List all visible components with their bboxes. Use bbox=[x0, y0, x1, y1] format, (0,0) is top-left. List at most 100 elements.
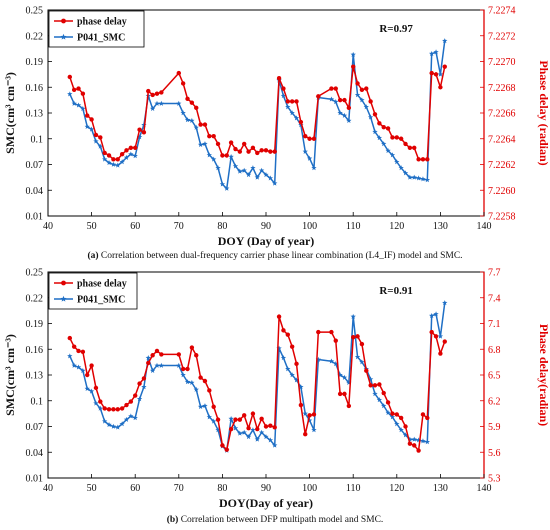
phase-delay-point bbox=[420, 412, 426, 417]
phase-delay-point bbox=[429, 329, 434, 335]
x-tick-label: 130 bbox=[433, 221, 448, 232]
smc-point bbox=[394, 159, 400, 165]
smc-point bbox=[176, 100, 182, 106]
smc-point bbox=[158, 100, 165, 106]
figure-caption: (a) Correlation between dual-frequency c… bbox=[87, 250, 462, 261]
phase-delay-point bbox=[303, 133, 308, 139]
smc-point bbox=[145, 355, 151, 361]
smc-point bbox=[420, 176, 426, 182]
phase-delay-point bbox=[316, 94, 321, 99]
smc-point bbox=[337, 372, 343, 378]
phase-delay-point bbox=[412, 443, 417, 448]
phase-delay-point bbox=[102, 150, 107, 156]
smc-point bbox=[211, 156, 217, 162]
x-tick-label: 100 bbox=[302, 483, 317, 494]
y-tick-label: 0.16 bbox=[26, 83, 44, 94]
y2-tick-label: 5.9 bbox=[488, 422, 501, 433]
phase-delay-point bbox=[425, 157, 430, 162]
smc-point bbox=[341, 374, 348, 380]
phase-delay-point bbox=[198, 122, 203, 127]
phase-delay-point bbox=[403, 141, 408, 147]
smc-point bbox=[115, 424, 121, 430]
phase-delay-point bbox=[246, 426, 251, 431]
x-tick-label: 110 bbox=[346, 221, 361, 232]
smc-point bbox=[224, 185, 230, 191]
smc-point bbox=[276, 345, 282, 351]
smc-point bbox=[71, 362, 77, 368]
y2-tick-label: 7.2268 bbox=[488, 83, 516, 94]
figure-caption: (b) Correlation between DFP multipath mo… bbox=[167, 514, 384, 525]
phase-delay-point bbox=[146, 88, 151, 94]
phase-delay-point bbox=[154, 348, 160, 354]
smc-point bbox=[437, 71, 444, 77]
y2-axis-label: Phase delay(radian) bbox=[537, 324, 550, 426]
smc-point bbox=[394, 421, 400, 427]
smc-point bbox=[267, 175, 274, 181]
smc-point bbox=[219, 181, 226, 187]
smc-point bbox=[110, 161, 117, 167]
phase-delay-point bbox=[346, 105, 352, 111]
phase-delay-point bbox=[272, 149, 277, 154]
phase-delay-point bbox=[359, 341, 365, 347]
phase-delay-point bbox=[272, 425, 277, 430]
smc-point bbox=[346, 117, 352, 123]
phase-delay-point bbox=[242, 141, 247, 147]
y-tick-label: 0.1 bbox=[31, 396, 44, 407]
legend-phase-marker bbox=[61, 18, 66, 24]
smc-point bbox=[184, 117, 191, 123]
phase-delay-point bbox=[364, 86, 369, 91]
phase-delay-point bbox=[128, 145, 134, 150]
smc-point bbox=[258, 429, 265, 435]
phase-delay-point bbox=[176, 70, 181, 76]
phase-delay-point bbox=[237, 149, 243, 154]
smc-point bbox=[123, 154, 130, 160]
smc-point bbox=[411, 174, 417, 180]
phase-delay-point bbox=[263, 148, 269, 153]
phase-delay-point bbox=[351, 335, 356, 340]
y2-tick-label: 7.2262 bbox=[488, 160, 516, 171]
y-tick-label: 0.19 bbox=[26, 319, 44, 330]
smc-point bbox=[71, 100, 77, 106]
legend-box bbox=[48, 272, 138, 310]
phase-delay-point bbox=[329, 329, 334, 335]
smc-point bbox=[429, 312, 435, 319]
y2-tick-label: 6.2 bbox=[488, 396, 501, 407]
smc-point bbox=[154, 362, 160, 368]
phase-delay-point bbox=[250, 145, 256, 150]
smc-point bbox=[306, 417, 313, 423]
smc-point bbox=[442, 300, 448, 306]
phase-delay-point bbox=[259, 148, 264, 153]
smc-point bbox=[180, 110, 186, 116]
smc-point bbox=[298, 122, 304, 128]
smc-point bbox=[302, 148, 308, 154]
smc-point bbox=[359, 97, 365, 103]
phase-delay-point bbox=[250, 411, 256, 416]
phase-delay-point bbox=[141, 376, 147, 381]
phase-delay-point bbox=[189, 100, 195, 105]
caption-letter: (b) bbox=[167, 514, 179, 525]
y-axis-label: SMC(cm³ cm⁻³) bbox=[3, 334, 17, 416]
phase-delay-point bbox=[390, 411, 395, 416]
y2-tick-label: 5.3 bbox=[488, 474, 501, 485]
phase-delay-point bbox=[377, 382, 382, 387]
phase-delay-point bbox=[215, 417, 221, 422]
phase-delay-point bbox=[364, 368, 369, 373]
smc-point bbox=[132, 153, 138, 159]
phase-delay-point bbox=[133, 393, 138, 398]
smc-point bbox=[333, 99, 339, 105]
smc-point bbox=[437, 333, 444, 339]
phase-delay-point bbox=[211, 404, 216, 409]
phase-delay-point bbox=[442, 64, 447, 69]
phase-delay-point bbox=[85, 113, 90, 118]
smc-point bbox=[228, 153, 234, 160]
smc-point bbox=[67, 353, 73, 359]
smc-point bbox=[241, 429, 247, 435]
legend: phase delay P041_SMC bbox=[48, 10, 145, 48]
smc-point bbox=[232, 163, 239, 169]
smc-point bbox=[110, 423, 117, 429]
phase-delay-point bbox=[185, 96, 190, 102]
x-axis-label: DOY(Day of year) bbox=[219, 496, 313, 510]
phase-delay-point bbox=[180, 81, 186, 86]
